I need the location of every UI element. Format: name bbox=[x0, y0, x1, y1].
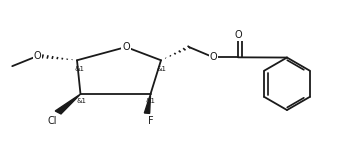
Text: &1: &1 bbox=[76, 98, 86, 104]
Text: F: F bbox=[148, 116, 153, 126]
Text: O: O bbox=[34, 51, 42, 61]
Text: &1: &1 bbox=[75, 66, 85, 72]
Polygon shape bbox=[55, 94, 80, 114]
Text: O: O bbox=[122, 42, 130, 52]
Text: &1: &1 bbox=[157, 66, 167, 72]
Text: Cl: Cl bbox=[47, 116, 57, 126]
Text: O: O bbox=[210, 52, 217, 62]
Text: O: O bbox=[234, 30, 242, 40]
Text: &1: &1 bbox=[146, 98, 155, 104]
Polygon shape bbox=[144, 94, 150, 113]
